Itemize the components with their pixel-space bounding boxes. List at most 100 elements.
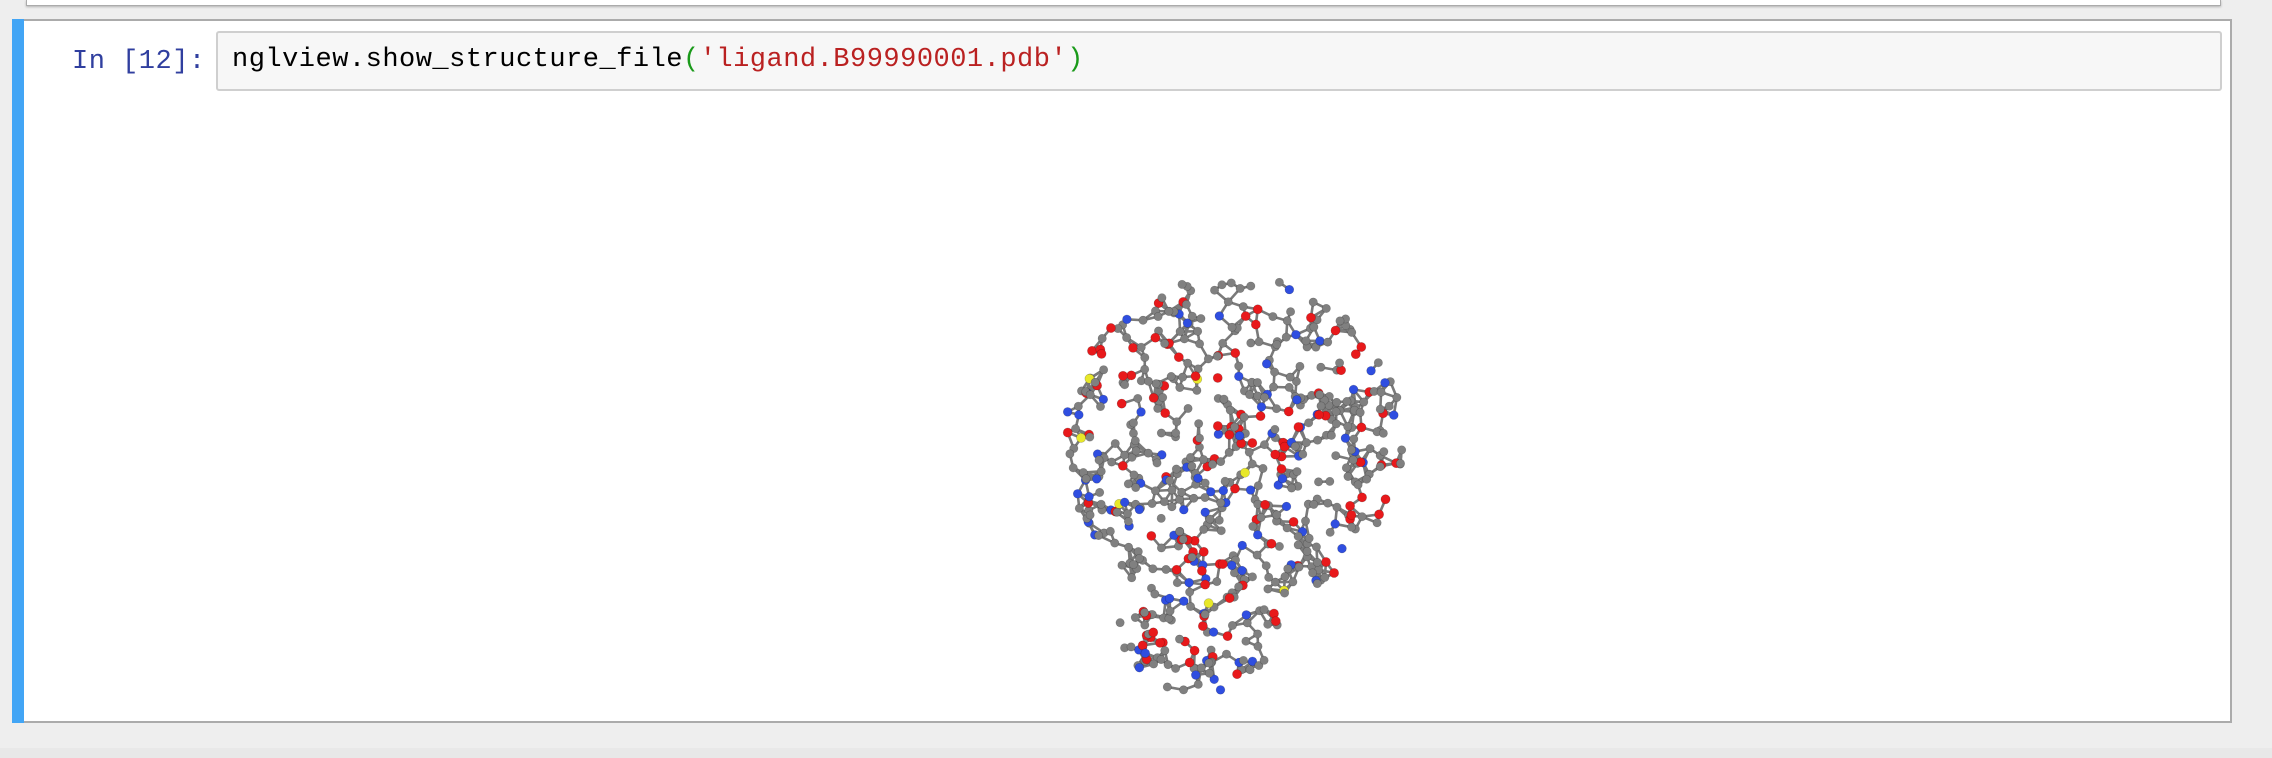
molecule-atom — [1122, 333, 1132, 343]
molecule-atom — [1245, 485, 1256, 495]
molecule-atom — [1143, 448, 1153, 458]
molecule-atom — [1224, 593, 1235, 604]
molecule-atom — [1196, 565, 1207, 576]
molecule-atom — [1224, 429, 1235, 440]
molecule-atom — [1283, 406, 1294, 417]
molecule-atom — [1256, 513, 1266, 523]
molecule-3d-viewer[interactable] — [1058, 271, 1428, 711]
molecule-atom — [1123, 479, 1133, 489]
molecule-atom — [1177, 487, 1187, 497]
molecule-atom — [1281, 332, 1291, 342]
molecule-atom — [1347, 327, 1357, 337]
molecule-atom — [1095, 487, 1105, 497]
molecule-atom — [1345, 501, 1355, 511]
molecule-atom — [1204, 668, 1214, 678]
molecule-atom — [1234, 371, 1244, 382]
molecule-atom — [1184, 657, 1195, 668]
molecule-atom — [1187, 461, 1197, 471]
molecule-atom — [1282, 523, 1292, 533]
molecule-atom — [1235, 283, 1245, 293]
molecule-atom — [1081, 474, 1091, 484]
molecule-atom — [1240, 311, 1251, 321]
molecule-atom — [1183, 358, 1193, 368]
molecule-atom — [1230, 348, 1241, 358]
molecule-atom — [1308, 568, 1318, 578]
molecule-atom — [1350, 349, 1361, 360]
molecule-atom — [1200, 579, 1211, 590]
molecule-atom — [1261, 561, 1271, 571]
molecule-atom — [1290, 441, 1300, 451]
molecule-atom — [1247, 656, 1258, 667]
molecule-atom — [1156, 543, 1166, 553]
molecule-atom — [1110, 538, 1120, 548]
molecule-atom — [1347, 522, 1357, 532]
molecule-atom — [1250, 319, 1261, 330]
molecule-atom — [1076, 432, 1086, 443]
molecule-atom — [1264, 572, 1274, 582]
molecule-atom — [1288, 516, 1299, 527]
molecule-atom — [1198, 546, 1209, 557]
molecule-atom — [1255, 411, 1266, 421]
molecule-atom — [1200, 478, 1210, 488]
molecule-atom — [1302, 546, 1312, 556]
molecule-atom — [1212, 351, 1222, 361]
molecule-atoms — [1062, 277, 1407, 695]
molecule-atom — [1148, 627, 1159, 638]
molecule-atom — [1177, 279, 1187, 289]
molecule-atom — [1156, 655, 1166, 665]
molecule-atom — [1160, 646, 1170, 656]
molecule-atom — [1359, 397, 1369, 407]
molecule-atom — [1099, 365, 1109, 375]
molecule-atom — [1283, 564, 1293, 574]
molecule-atom — [1159, 497, 1169, 507]
molecule-atom — [1096, 499, 1106, 509]
molecule-atom — [1192, 385, 1202, 395]
molecule-atom — [1068, 463, 1078, 473]
molecule-atom — [1106, 323, 1116, 333]
molecule-atom — [1357, 492, 1367, 503]
molecule-atom — [1118, 370, 1128, 381]
molecule-atom — [1157, 293, 1167, 303]
molecule-atom — [1279, 441, 1290, 452]
molecule-atom — [1120, 380, 1130, 390]
notebook-bottom-edge — [0, 748, 2272, 758]
molecule-atom — [1148, 392, 1159, 403]
molecule-atom — [1246, 281, 1256, 291]
molecule-atom — [1074, 503, 1084, 513]
code-editor[interactable]: nglview.show_structure_file('ligand.B999… — [216, 31, 2222, 91]
molecule-atom — [1140, 608, 1150, 618]
code-line[interactable]: nglview.show_structure_file('ligand.B999… — [232, 45, 1084, 75]
code-cell[interactable]: In [12]: nglview.show_structure_file('li… — [12, 19, 2232, 723]
molecule-atom — [1330, 519, 1340, 529]
molecule-atom — [1171, 464, 1181, 474]
molecule-atom — [1269, 382, 1279, 392]
molecule-atom — [1326, 430, 1336, 440]
molecule-atom — [1117, 560, 1127, 570]
molecule-atom — [1094, 530, 1104, 540]
molecule-atom — [1193, 679, 1203, 689]
molecule-atom — [1348, 384, 1359, 395]
molecule-atom — [1115, 618, 1125, 628]
molecule-atom — [1282, 316, 1292, 326]
molecule-atom — [1246, 338, 1256, 348]
molecule-atom — [1238, 302, 1248, 312]
molecule-atom — [1165, 606, 1175, 616]
molecule-atom — [1105, 526, 1115, 536]
molecule-atom — [1293, 540, 1303, 550]
molecule-atom — [1131, 446, 1141, 456]
molecule-atom — [1335, 358, 1345, 368]
molecule-atom — [1085, 510, 1095, 520]
molecule-atom — [1198, 455, 1208, 465]
molecule-atom — [1314, 477, 1324, 487]
molecule-atom — [1140, 353, 1150, 363]
molecule-atom — [1136, 342, 1146, 352]
molecule-atom — [1095, 402, 1105, 412]
molecule-atom — [1196, 663, 1206, 673]
molecule-atom — [1129, 470, 1139, 480]
molecule-atom — [1187, 311, 1197, 321]
molecule-atom — [1270, 424, 1280, 434]
molecule-atom — [1355, 408, 1365, 418]
molecule-atom — [1375, 404, 1385, 414]
code-open-paren: ( — [682, 45, 700, 75]
molecule-atom — [1178, 534, 1188, 544]
